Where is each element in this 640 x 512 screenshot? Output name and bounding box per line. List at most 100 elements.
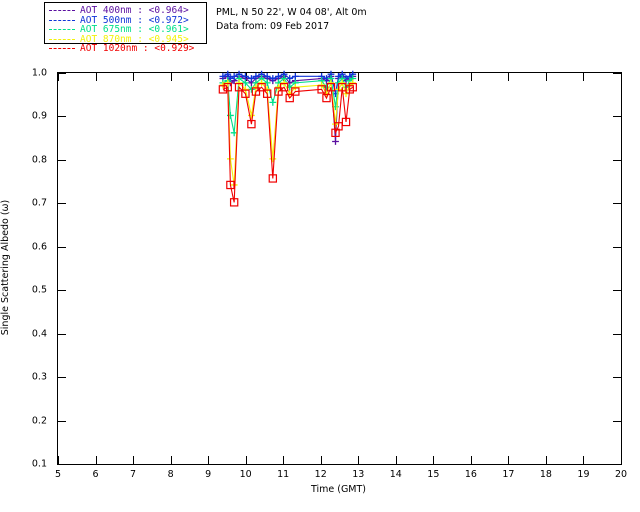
x-tick-mark-top: [395, 73, 397, 81]
date-line: Data from: 09 Feb 2017: [216, 21, 330, 32]
y-tick-mark: [58, 116, 66, 118]
x-tick-mark: [170, 456, 172, 464]
y-tick-mark: [58, 290, 66, 292]
x-tick-mark-top: [208, 73, 210, 81]
chart-title-block: PML, N 50 22', W 04 08', Alt 0m Data fro…: [216, 6, 367, 34]
x-tick-mark: [245, 456, 247, 464]
y-tick-mark: [58, 203, 66, 205]
y-tick-label: 0.7: [31, 197, 47, 209]
y-tick-mark: [58, 159, 66, 161]
legend-item-1020nm: AOT 1020nm : <0.929>: [49, 43, 195, 55]
legend-item-label: AOT 400nm : <0.964>: [80, 5, 189, 16]
y-tick-mark-right: [613, 420, 621, 422]
x-tick-label: 14: [389, 469, 402, 480]
x-tick-mark-top: [245, 73, 247, 81]
x-tick-mark-top: [283, 73, 285, 81]
x-tick-label: 19: [577, 469, 590, 480]
x-tick-label: 11: [277, 469, 290, 480]
x-tick-mark: [433, 456, 435, 464]
x-tick-mark-top: [470, 73, 472, 81]
x-tick-mark: [545, 456, 547, 464]
x-tick-label: 18: [539, 469, 552, 480]
x-tick-mark-top: [621, 73, 622, 81]
legend-dash-icon: [49, 19, 75, 21]
x-tick-label: 20: [614, 469, 628, 480]
y-tick-label: 0.4: [31, 328, 47, 340]
y-tick-mark-right: [613, 464, 621, 465]
x-tick-mark: [58, 456, 59, 464]
x-tick-label: 12: [314, 469, 327, 480]
y-tick-mark-right: [613, 246, 621, 248]
legend-dash-icon: [49, 29, 75, 31]
x-tick-label: 8: [167, 469, 174, 480]
legend-box: AOT 400nm : <0.964> AOT 500nm : <0.972> AO…: [44, 2, 207, 54]
y-tick-label: 0.6: [31, 241, 47, 253]
x-tick-mark-top: [95, 73, 97, 81]
x-tick-label: 17: [502, 469, 515, 480]
x-tick-mark: [208, 456, 210, 464]
legend-item-400nm: AOT 400nm : <0.964>: [49, 6, 189, 15]
x-tick-mark: [95, 456, 97, 464]
x-tick-mark-top: [545, 73, 547, 81]
x-tick-mark-top: [433, 73, 435, 81]
legend-item-label: AOT 1020nm : <0.929>: [80, 43, 195, 55]
legend-item-label: AOT 870nm : <0.945>: [80, 33, 189, 45]
x-tick-label: 15: [427, 469, 440, 480]
y-tick-mark: [58, 377, 66, 379]
legend-item-675nm: AOT 675nm : <0.961>: [49, 25, 189, 34]
plot-area: 0.1 0.2 0.3 0.4 0.5 0.6 0.7 0.8 0.9 1.0 5 6 7 8 9 10 11 1…: [32, 68, 627, 481]
x-tick-mark-top: [58, 73, 59, 81]
plot-frame: 0.1 0.2 0.3 0.4 0.5 0.6 0.7 0.8 0.9 1.0 5 6 7 8 9 10 11 1…: [32, 68, 627, 481]
y-tick-mark-right: [613, 333, 621, 335]
x-tick-label: 13: [352, 469, 365, 480]
x-tick-mark-top: [508, 73, 510, 81]
y-tick-label: 0.3: [31, 371, 47, 383]
x-tick-mark: [283, 456, 285, 464]
y-tick-mark-right: [613, 290, 621, 292]
x-tick-mark: [358, 456, 360, 464]
x-tick-label: 9: [205, 469, 212, 480]
y-tick-label: 0.8: [31, 154, 47, 166]
x-tick-mark-top: [358, 73, 360, 81]
y-tick-mark: [58, 464, 66, 465]
legend-item-500nm: AOT 500nm : <0.972>: [49, 14, 189, 26]
y-tick-label: 1.0: [31, 67, 47, 79]
x-tick-mark: [133, 456, 135, 464]
legend-dash-icon: [49, 10, 75, 11]
x-tick-mark: [508, 456, 510, 464]
y-tick-mark-right: [613, 203, 621, 205]
x-tick-mark: [470, 456, 472, 464]
x-tick-mark-top: [583, 73, 585, 81]
y-tick-mark-right: [613, 73, 621, 74]
x-tick-label: 7: [130, 469, 137, 480]
y-tick-mark: [58, 246, 66, 248]
legend-item-870nm: AOT 870nm : <0.945>: [49, 35, 189, 44]
x-tick-mark-top: [320, 73, 322, 81]
x-tick-label: 16: [464, 469, 477, 480]
y-tick-mark-right: [613, 116, 621, 118]
y-tick-label: 0.9: [31, 110, 47, 122]
y-tick-mark-right: [613, 159, 621, 161]
y-tick-label: 0.2: [31, 415, 47, 427]
y-axis-title: Single Scattering Albedo (ω): [0, 199, 11, 336]
x-tick-label: 5: [54, 469, 62, 480]
legend-item-label: AOT 675nm : <0.961>: [80, 24, 189, 36]
legend-dash-icon: [49, 48, 75, 50]
x-tick-mark: [621, 456, 622, 464]
x-tick-label: 10: [239, 469, 252, 480]
x-tick-label: 6: [92, 469, 99, 480]
x-axis-title: Time (GMT): [310, 484, 367, 495]
x-tick-mark: [583, 456, 585, 464]
x-tick-mark-top: [170, 73, 172, 81]
y-tick-label: 0.1: [31, 458, 47, 470]
site-line: PML, N 50 22', W 04 08', Alt 0m: [216, 7, 367, 18]
legend-dash-icon: [49, 38, 75, 40]
x-tick-mark: [320, 456, 322, 464]
y-tick-mark: [58, 333, 66, 335]
legend-item-label: AOT 500nm : <0.972>: [80, 14, 189, 26]
x-tick-mark: [395, 456, 397, 464]
y-tick-mark-right: [613, 377, 621, 379]
y-tick-mark: [58, 73, 66, 74]
x-tick-mark-top: [133, 73, 135, 81]
